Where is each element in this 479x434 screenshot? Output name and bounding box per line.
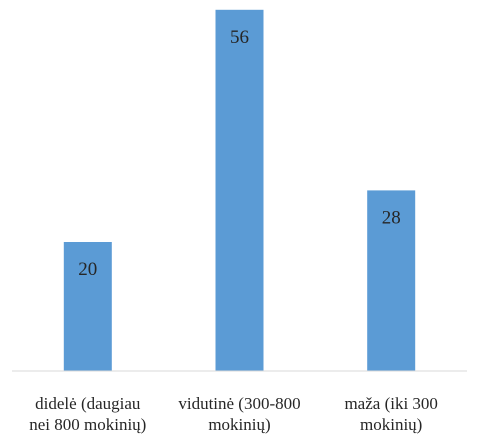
bar-2 xyxy=(215,9,264,372)
bar-3 xyxy=(367,190,416,371)
category-label-1-line-1: didelė (daugiau xyxy=(35,394,141,413)
data-label-1: 20 xyxy=(78,259,97,280)
category-label-1-line-2: nei 800 mokinių) xyxy=(29,415,146,434)
bars-group: 20 56 28 xyxy=(63,9,416,372)
category-label-2-line-2: mokinių) xyxy=(208,415,270,434)
data-label-2: 56 xyxy=(230,27,249,48)
bar-1 xyxy=(63,242,112,371)
category-label-3-line-1: maža (iki 300 xyxy=(344,394,437,413)
data-label-3: 28 xyxy=(382,207,401,228)
category-label-3-line-2: mokinių) xyxy=(360,415,422,434)
category-labels-group: didelė (daugiau nei 800 mokinių) vidutinė … xyxy=(29,394,438,434)
category-label-2-line-1: vidutinė (300-800 xyxy=(178,394,300,413)
